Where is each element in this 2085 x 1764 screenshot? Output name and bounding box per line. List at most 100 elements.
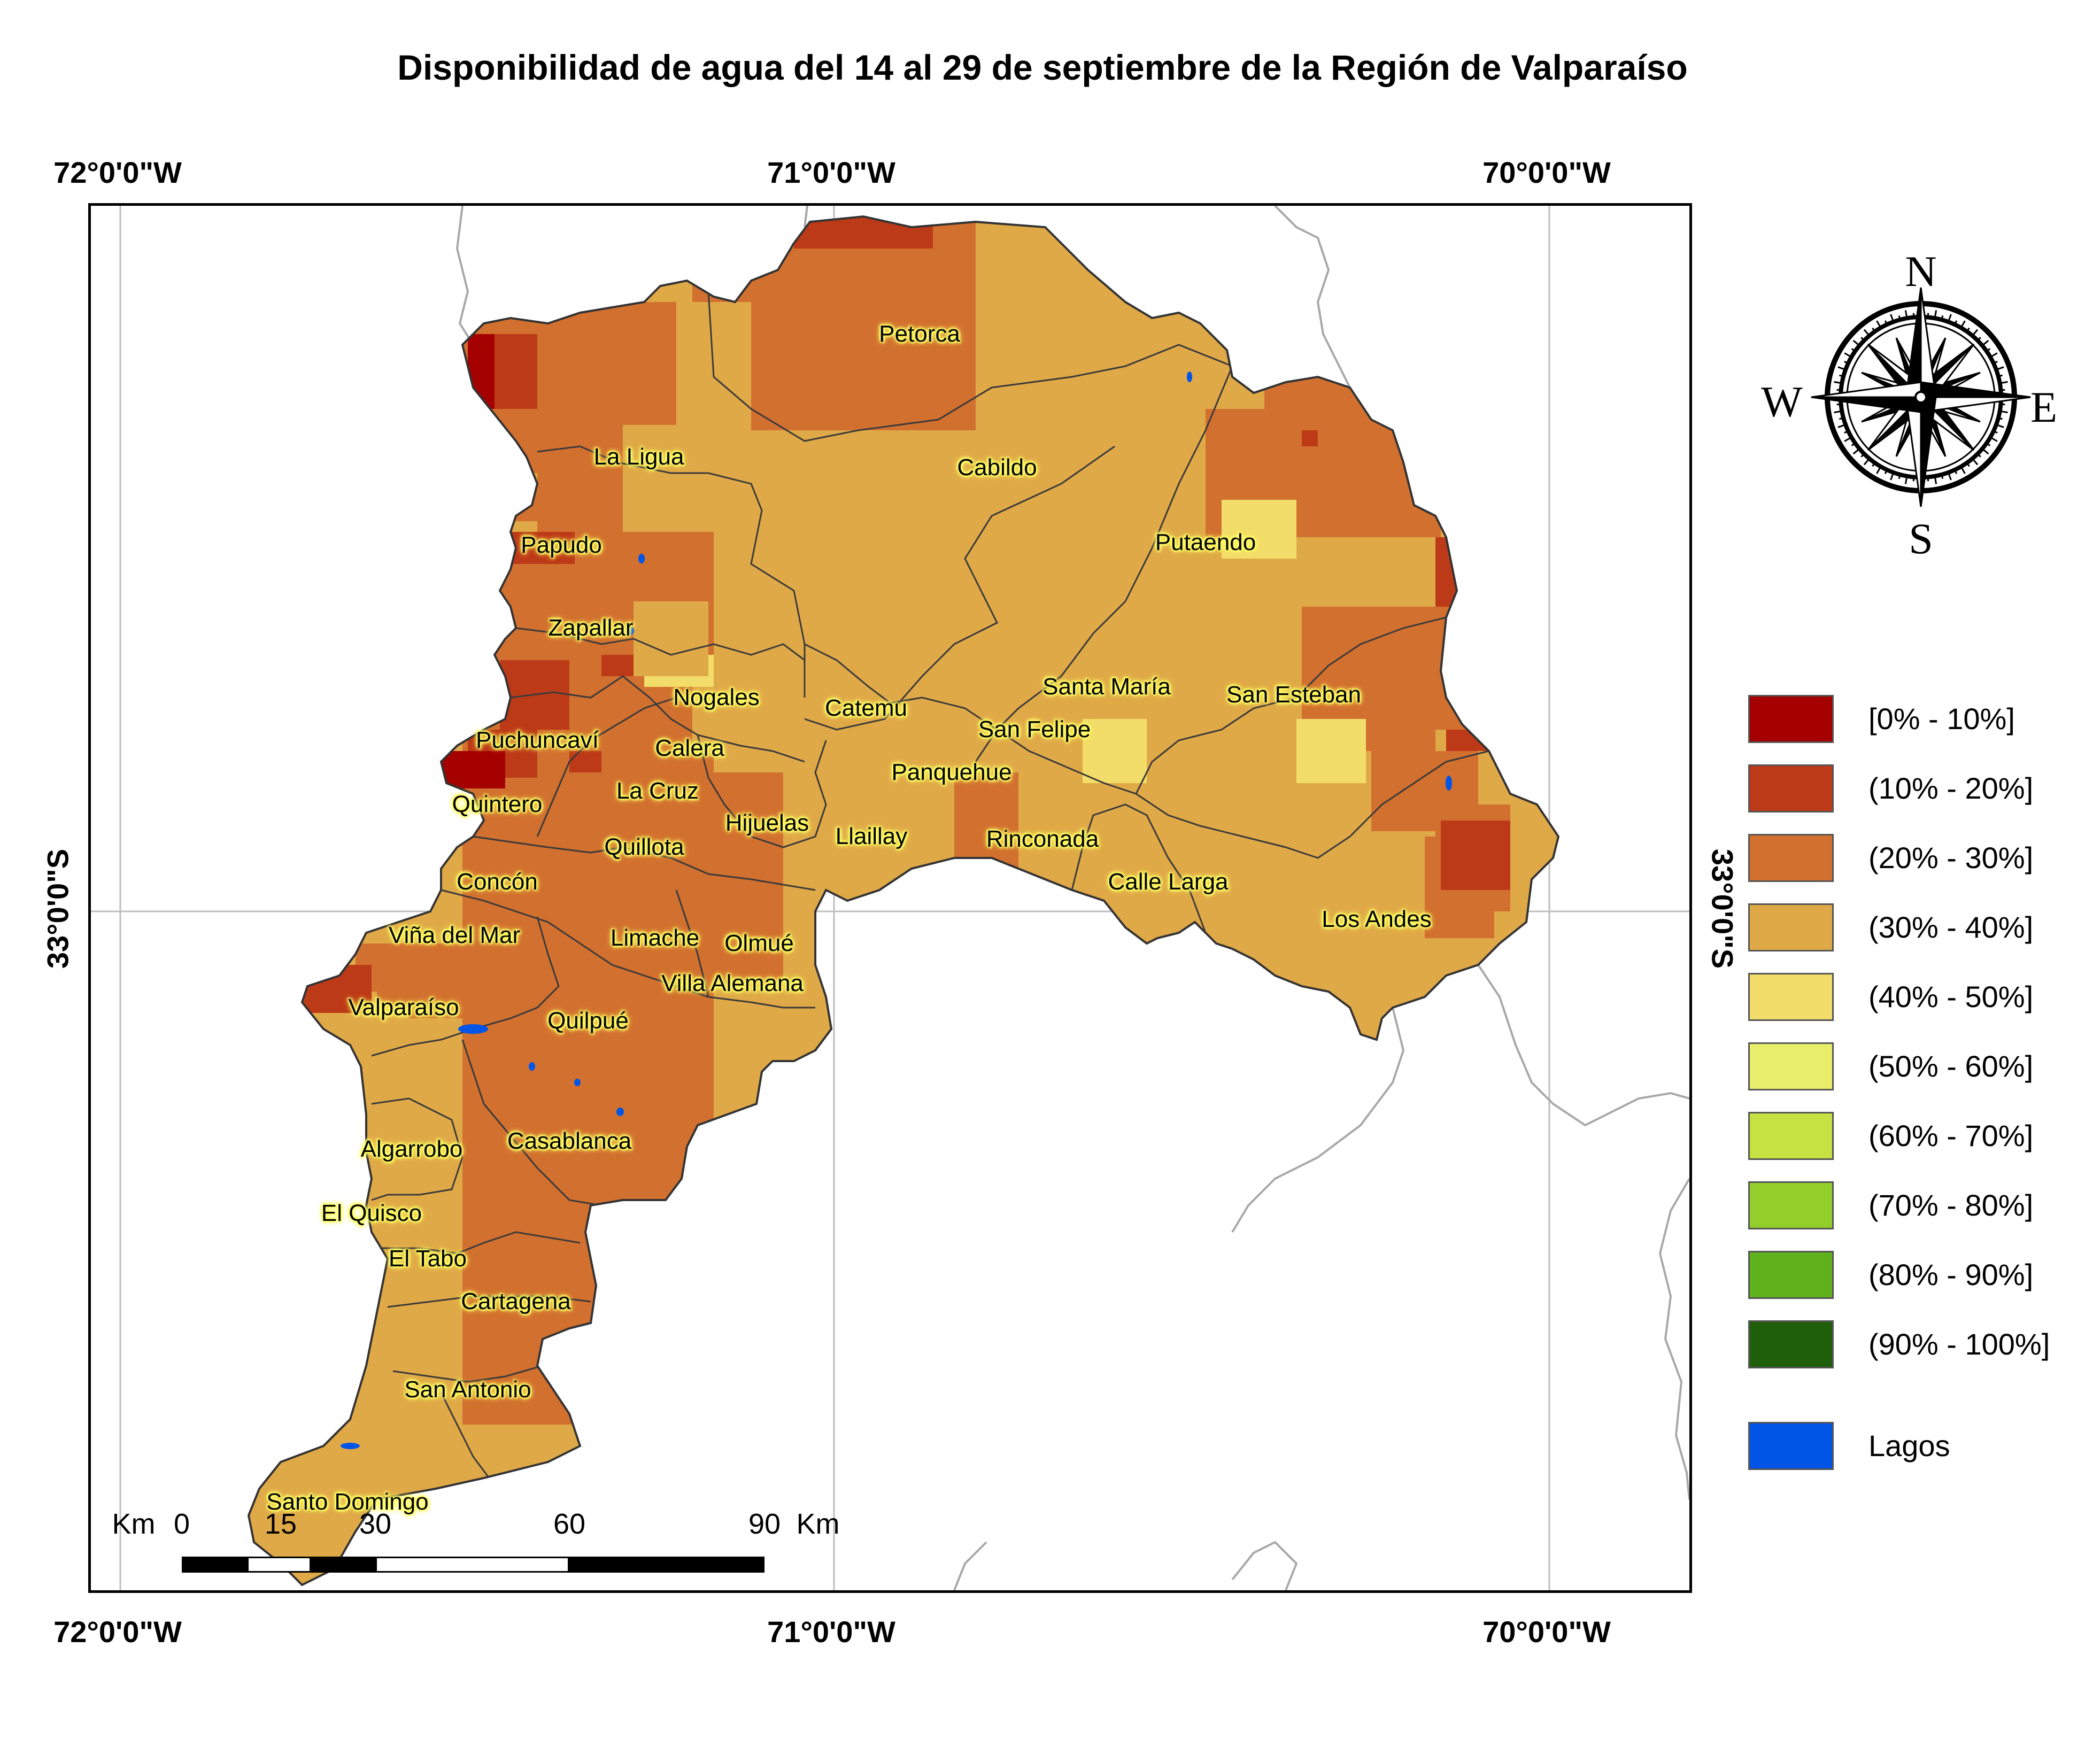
legend-item: (30% - 40%]	[1748, 903, 2080, 957]
place-label: Cartagena	[461, 1288, 571, 1314]
compass-rose-icon	[1811, 287, 2031, 507]
top-longitude-label-1: 72°0'0"W	[53, 156, 182, 189]
lake	[616, 1108, 624, 1116]
place-label: Catemu	[824, 695, 908, 721]
scale-tick-label: 60	[553, 1508, 586, 1540]
legend-item: (50% - 60%]	[1748, 1042, 2080, 1096]
valparaiso-quilpue-boundary	[371, 916, 560, 1057]
place-label: Panquehue	[891, 759, 1012, 785]
san-antonio-boundary	[392, 1365, 543, 1383]
compass-north-label: N	[1905, 247, 1937, 296]
legend-label: (10% - 20%]	[1868, 771, 2034, 805]
argentina-boundary-south	[1477, 964, 1689, 1127]
lake	[458, 1024, 488, 1034]
scale-tick-label: 0	[173, 1508, 190, 1540]
bottom-longitude-label-2: 71°0'0"W	[767, 1615, 895, 1649]
rinconada-calle-larga-boundary	[1071, 803, 1207, 933]
legend-swatch	[1748, 834, 1834, 882]
cabildo-putaendo-boundary	[804, 445, 1115, 731]
lake	[574, 1079, 581, 1086]
raster-cell	[634, 601, 708, 676]
la-ligua-boundary	[537, 445, 806, 698]
legend-swatch	[1748, 764, 1834, 813]
raster-cell	[569, 601, 639, 655]
legend-swatch	[1748, 695, 1834, 743]
catemu-panquehue-boundary	[804, 643, 1137, 795]
raster-cell	[692, 676, 831, 756]
villa-alemana-boundary	[441, 889, 815, 1009]
limache-olmue-boundary	[675, 889, 709, 997]
lake	[341, 1443, 360, 1449]
place-label: Calle Larga	[1108, 869, 1229, 895]
argentina-boundary-north	[1274, 206, 1351, 388]
scale-segment	[311, 1557, 375, 1573]
place-label: Puchuncaví	[476, 727, 599, 753]
place-label: Nogales	[673, 684, 760, 710]
place-label: Valparaíso	[348, 994, 459, 1020]
lakes	[341, 372, 1452, 1449]
place-label: El Quisco	[321, 1200, 422, 1226]
north-arrow: N S W E	[1759, 246, 2058, 567]
map-title: Disponibilidad de agua del 14 al 29 de s…	[397, 48, 1688, 87]
place-label: Casablanca	[507, 1128, 632, 1154]
scale-segment	[247, 1557, 311, 1573]
legend-swatch	[1748, 1181, 1834, 1229]
top-longitude-label-2: 71°0'0"W	[767, 156, 895, 189]
legend-swatch	[1748, 903, 1834, 951]
place-label: Llaillay	[835, 823, 908, 849]
raster-cell	[1302, 430, 1318, 446]
place-label: Olmué	[724, 930, 794, 956]
raster-cell	[623, 425, 719, 532]
place-label: Rinconada	[986, 826, 1099, 852]
raster-cell	[489, 334, 537, 409]
scale-tick-label: 15	[264, 1508, 297, 1540]
map-frame[interactable]: Petorca La Ligua Cabildo Papudo Putaendo…	[88, 203, 1692, 1593]
raster-cell	[1083, 719, 1147, 783]
legend-label: [0% - 10%]	[1868, 702, 2015, 736]
raster-cell	[601, 655, 634, 676]
northern-coast-boundary	[455, 206, 474, 346]
southern-boundary	[1231, 1541, 1298, 1590]
place-label: Santo Domingo	[266, 1489, 429, 1515]
petorca-cabildo-boundary	[707, 291, 1233, 442]
place-label: Quilpué	[547, 1008, 629, 1034]
legend-swatch	[1748, 1042, 1834, 1090]
lake	[638, 554, 645, 563]
place-label: La Cruz	[616, 778, 699, 804]
place-label: El Tabo	[389, 1245, 467, 1272]
san-esteban-los-andes-boundary	[1136, 750, 1489, 859]
place-label: Villa Alemana	[661, 970, 804, 996]
legend-item: [0% - 10%]	[1748, 695, 2080, 748]
lake	[1187, 372, 1192, 382]
quintero-la-cruz-boundary	[536, 697, 677, 837]
legend-swatch	[1748, 973, 1834, 1021]
legend-label: (60% - 70%]	[1868, 1119, 2034, 1152]
algarrobo-boundary	[371, 1097, 464, 1201]
santa-maria-san-esteban-boundary	[1135, 616, 1447, 794]
compass-south-label: S	[1909, 514, 1933, 563]
legend-swatch	[1748, 1320, 1834, 1368]
top-longitude-label-3: 70°0'0"W	[1482, 156, 1611, 189]
quillota-limache-boundary	[473, 835, 816, 891]
scale-unit-left: Km	[112, 1508, 156, 1540]
legend-label: (50% - 60%]	[1868, 1049, 2034, 1083]
map-canvas	[91, 206, 1689, 1590]
place-label: Petorca	[879, 321, 960, 347]
lake	[628, 626, 634, 635]
raster-cell	[1296, 719, 1366, 783]
legend-item: (90% - 100%]	[1748, 1320, 2080, 1374]
zapallar-boundary	[515, 627, 805, 661]
place-label: Quintero	[452, 791, 543, 817]
legend-label-lakes: Lagos	[1868, 1429, 1950, 1463]
place-label: Santa María	[1042, 674, 1171, 700]
place-label: Zapallar	[548, 615, 634, 641]
place-label: Calera	[655, 735, 724, 761]
place-label: San Antonio	[404, 1376, 531, 1403]
legend-item: (80% - 90%]	[1748, 1251, 2080, 1304]
commune-boundaries	[371, 291, 1489, 1479]
legend-item: (60% - 70%]	[1748, 1112, 2080, 1165]
raster-cell	[377, 976, 484, 1008]
legend-label: (40% - 50%]	[1868, 980, 2034, 1013]
place-label: San Esteban	[1226, 682, 1361, 708]
legend-swatch	[1748, 1112, 1834, 1160]
